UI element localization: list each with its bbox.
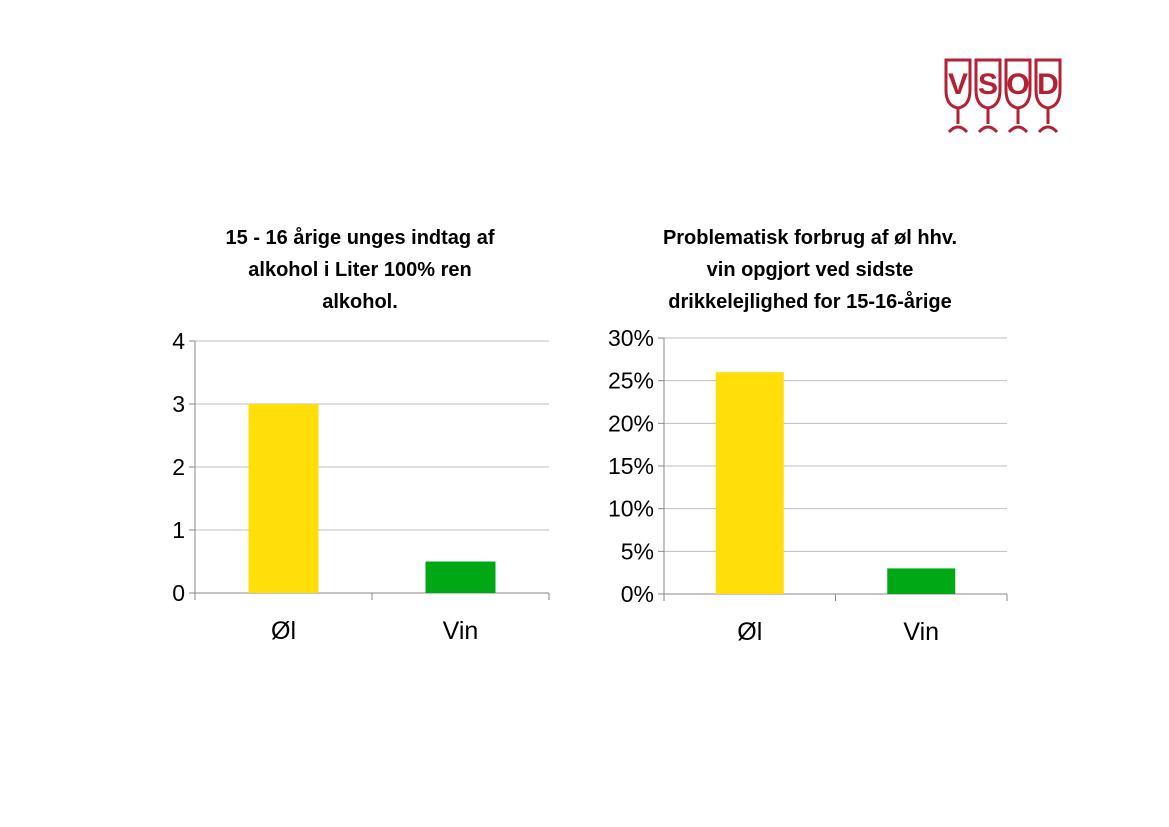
logo-glass-bowl <box>1034 58 1062 110</box>
y-tick-label: 0 <box>172 580 185 606</box>
chart-title-line: drikkelejlighed for 15-16-årige <box>668 291 952 313</box>
y-tick-label: 25% <box>608 368 654 394</box>
y-tick-label: 5% <box>621 538 654 564</box>
y-tick-label: 3 <box>172 391 185 417</box>
logo-glass-bowl <box>974 58 1002 110</box>
chart-title-line: alkohol. <box>322 291 398 313</box>
y-tick-label: 2 <box>172 454 185 480</box>
logo-letter: D <box>1037 68 1059 101</box>
logo-glass-icon: S <box>974 58 1002 134</box>
x-category-label: Øl <box>737 618 762 646</box>
chart-title-line: 15 - 16 årige unges indtag af <box>225 227 495 249</box>
logo-glass-stem <box>1037 108 1059 134</box>
logo-glass-bowl <box>1004 58 1032 110</box>
bar-vin <box>887 568 956 594</box>
bar-ol <box>715 372 784 594</box>
logo-glass-stem <box>977 108 999 134</box>
chart-title-line: Problematisk forbrug af øl hhv. <box>662 227 958 249</box>
logo-glass-stem <box>1007 108 1029 134</box>
logo-glass-icon: D <box>1034 58 1062 134</box>
y-tick-label: 4 <box>172 328 185 354</box>
chart-title-line: alkohol i Liter 100% ren <box>248 259 472 281</box>
y-tick-label: 20% <box>608 410 654 436</box>
y-tick-label: 10% <box>608 496 654 522</box>
logo-glass-stem <box>947 108 969 134</box>
y-tick-label: 30% <box>608 325 654 351</box>
y-tick-label: 1 <box>172 517 185 543</box>
chart-title-line: vin opgjort ved sidste <box>706 259 914 281</box>
x-category-label: Øl <box>271 617 296 645</box>
logo-letter: O <box>1006 68 1029 101</box>
bar-vin <box>425 561 496 593</box>
x-category-label: Vin <box>903 618 939 646</box>
logo-letter: S <box>978 68 998 101</box>
logo-glass-icon: O <box>1004 58 1032 134</box>
chart-title-problematic-consumption: Problematisk forbrug af øl hhv. vin opgj… <box>620 222 1000 318</box>
bar-ol <box>248 404 319 593</box>
logo-letter: V <box>948 68 968 101</box>
x-category-label: Vin <box>443 617 479 645</box>
y-tick-label: 0% <box>621 581 654 607</box>
logo-glass-bowl <box>944 58 972 110</box>
y-tick-label: 15% <box>608 453 654 479</box>
chart-title-alcohol-intake: 15 - 16 årige unges indtag af alkohol i … <box>190 222 530 318</box>
logo-glass-icon: V <box>944 58 972 134</box>
